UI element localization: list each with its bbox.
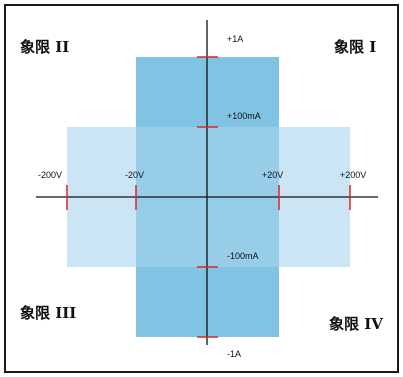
label-minus-1a: -1A <box>227 349 241 359</box>
label-plus-20v: +20V <box>262 170 283 180</box>
label-plus-100ma: +100mA <box>227 111 261 121</box>
quadrant-i-label: 象限 I <box>334 38 377 56</box>
label-plus-1a: +1A <box>227 34 243 44</box>
quadrant-ii-label: 象限 II <box>20 38 70 56</box>
diagram-frame <box>4 4 399 373</box>
label-minus-200v: -200V <box>38 170 62 180</box>
quadrant-iii-label: 象限 III <box>20 304 77 322</box>
label-minus-100ma: -100mA <box>227 251 259 261</box>
label-plus-200v: +200V <box>340 170 366 180</box>
quadrant-iv-label: 象限 IV <box>329 315 383 333</box>
label-minus-20v: -20V <box>125 170 144 180</box>
